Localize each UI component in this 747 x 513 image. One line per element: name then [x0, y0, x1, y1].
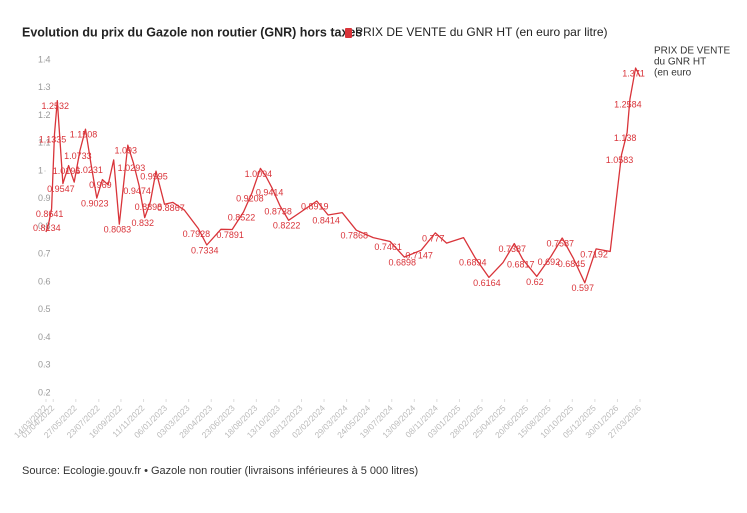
- y-tick-label: 0.3: [38, 360, 51, 370]
- data-label: 1.0293: [118, 163, 146, 173]
- data-label: 1.1335: [39, 134, 67, 144]
- data-label: 1.0231: [75, 165, 103, 175]
- series-end-label: PRIX DE VENTE du GNR HT (en euro: [654, 45, 730, 78]
- data-label: 1.371: [622, 68, 645, 78]
- data-label: 1.138: [614, 133, 637, 143]
- data-label: 1.0583: [606, 155, 634, 165]
- series-end-label-line: PRIX DE VENTE: [654, 45, 730, 56]
- series-end-label-line: (en euro: [654, 67, 692, 78]
- data-label: 0.6898: [388, 257, 416, 267]
- chart-title: Evolution du prix du Gazole non routier …: [22, 25, 362, 39]
- y-tick-label: 0.5: [38, 304, 51, 314]
- data-label: 0.8134: [33, 223, 61, 233]
- series-end-label-line: du GNR HT: [654, 56, 706, 67]
- data-label: 0.7147: [405, 251, 433, 261]
- data-label: 0.7868: [341, 231, 369, 241]
- data-label: 0.6817: [507, 260, 535, 270]
- y-tick-label: 1.2: [38, 110, 51, 120]
- data-label: 0.7387: [499, 244, 527, 254]
- y-tick-label: 0.6: [38, 276, 51, 286]
- data-label: 0.7587: [546, 238, 574, 248]
- data-label: 0.9547: [47, 184, 75, 194]
- data-label: 0.777: [422, 233, 445, 243]
- data-label: 0.8641: [36, 209, 64, 219]
- data-label: 0.7334: [191, 245, 219, 255]
- y-tick-label: 1.1: [38, 138, 51, 148]
- data-label: 0.8738: [264, 206, 292, 216]
- legend-label: PRIX DE VENTE du GNR HT (en euro par lit…: [355, 25, 608, 39]
- data-label: 1.0196: [53, 166, 81, 176]
- data-label: 0.9208: [236, 193, 264, 203]
- data-label: 1.2532: [42, 101, 70, 111]
- y-tick-label: 0.9: [38, 193, 51, 203]
- data-label: 0.8867: [157, 203, 185, 213]
- data-label: 0.692: [538, 257, 561, 267]
- legend-swatch: [345, 28, 352, 38]
- y-tick-label: 1: [38, 165, 43, 175]
- data-label: 0.8522: [228, 212, 256, 222]
- data-label: 0.9414: [256, 188, 284, 198]
- data-label: 1.2584: [614, 100, 642, 110]
- data-label: 1.1508: [70, 130, 98, 140]
- data-label: 0.7891: [216, 230, 244, 240]
- data-label: 0.8919: [301, 201, 329, 211]
- data-label: 0.8222: [273, 221, 301, 231]
- data-label: 1.0733: [64, 151, 92, 161]
- data-label: 0.7461: [374, 242, 402, 252]
- data-label: 0.6164: [473, 278, 501, 288]
- data-label: 1.093: [115, 146, 138, 156]
- data-label: 0.7192: [580, 249, 608, 259]
- data-label: 0.969: [89, 180, 112, 190]
- data-label: 0.9474: [123, 186, 151, 196]
- data-label: 0.7928: [183, 229, 211, 239]
- data-label: 0.9023: [81, 198, 109, 208]
- price-line: [45, 67, 641, 284]
- data-label: 1.0094: [245, 169, 273, 179]
- data-label: 0.832: [131, 218, 154, 228]
- y-tick-label: 1.3: [38, 82, 51, 92]
- data-label: 0.6845: [558, 259, 586, 269]
- data-label: 0.62: [526, 277, 544, 287]
- data-label: 0.8083: [104, 225, 132, 235]
- y-tick-label: 1.4: [38, 54, 51, 64]
- data-label: 0.6894: [459, 258, 487, 268]
- y-tick-label: 0.8: [38, 221, 51, 231]
- data-label: 0.8898: [135, 202, 163, 212]
- data-label: 0.597: [572, 283, 595, 293]
- source: Source: Ecologie.gouv.fr • Gazole non ro…: [22, 465, 418, 477]
- data-label: 0.8414: [312, 215, 340, 225]
- y-tick-label: 0.7: [38, 249, 51, 259]
- y-tick-label: 0.4: [38, 332, 51, 342]
- data-label: 0.9995: [140, 172, 168, 182]
- y-tick-label: 0.2: [38, 387, 51, 397]
